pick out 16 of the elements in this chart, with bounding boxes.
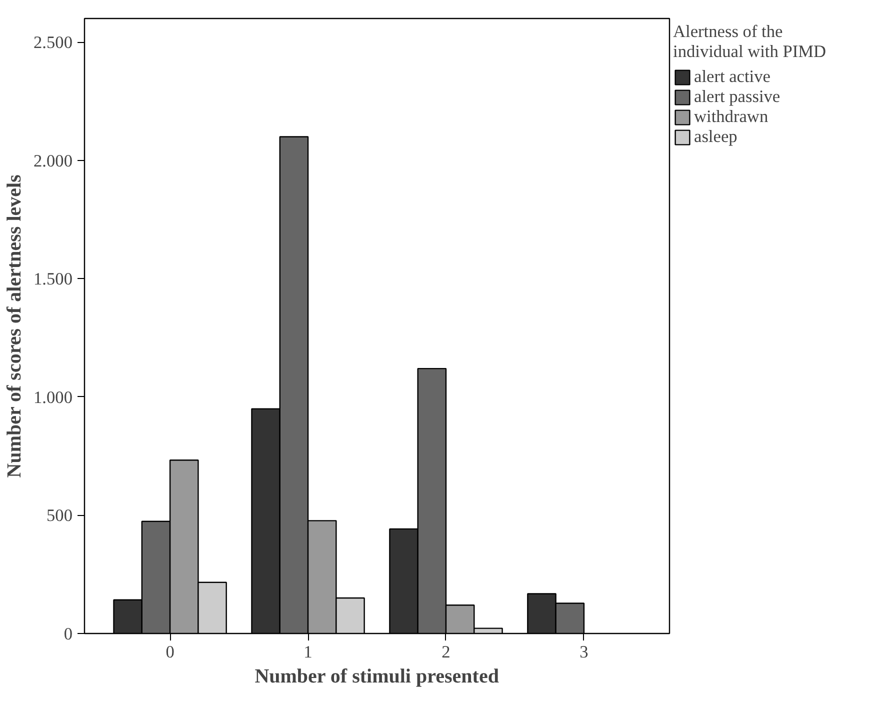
y-axis-title: Number of scores of alertness levels <box>4 174 26 478</box>
y-tick-label: 2.000 <box>34 151 73 170</box>
y-tick-label: 1.000 <box>34 388 73 407</box>
legend-label: alert passive <box>694 87 780 107</box>
y-tick-label: 0 <box>64 624 73 644</box>
x-tick-label: 3 <box>580 642 588 662</box>
legend-label: asleep <box>694 127 738 147</box>
y-tick-label: 1.500 <box>34 270 73 289</box>
legend-label: alert active <box>694 67 770 87</box>
x-axis-title: Number of stimuli presented <box>254 666 499 688</box>
x-tick-label: 1 <box>304 642 312 662</box>
x-tick-label: 2 <box>442 642 450 662</box>
y-tick-label: 500 <box>46 506 73 526</box>
y-tick-label: 2.500 <box>34 33 73 52</box>
x-tick-label: 0 <box>166 642 174 662</box>
legend-label: withdrawn <box>694 107 768 127</box>
